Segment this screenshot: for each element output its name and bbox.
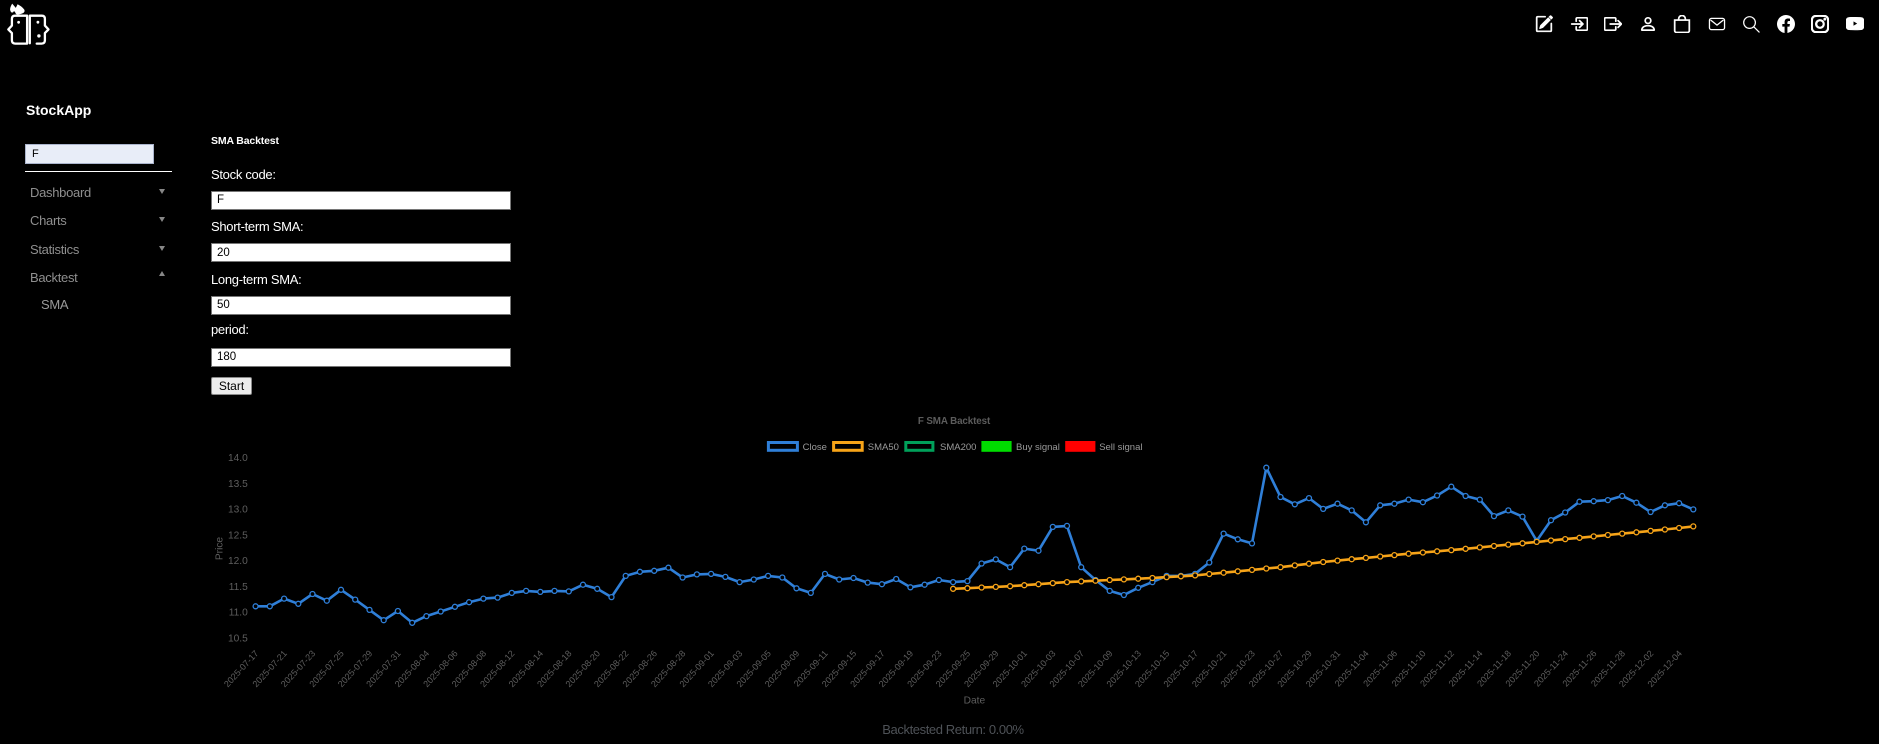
- svg-text:10.5: 10.5: [228, 634, 248, 645]
- svg-text:SMA200: SMA200: [940, 442, 976, 453]
- svg-text:Price: Price: [215, 537, 226, 561]
- svg-text:SMA50: SMA50: [868, 442, 899, 453]
- svg-text:Close: Close: [803, 442, 827, 453]
- svg-text:11.5: 11.5: [229, 582, 248, 593]
- svg-text:Date: Date: [964, 695, 986, 706]
- svg-text:13.0: 13.0: [228, 505, 248, 516]
- svg-text:14.0: 14.0: [228, 453, 248, 464]
- svg-text:Sell signal: Sell signal: [1099, 442, 1142, 453]
- svg-text:F SMA Backtest: F SMA Backtest: [918, 416, 991, 427]
- svg-text:12.5: 12.5: [228, 530, 248, 541]
- svg-text:Buy signal: Buy signal: [1016, 442, 1060, 453]
- svg-text:13.5: 13.5: [228, 479, 248, 490]
- svg-text:12.0: 12.0: [228, 556, 248, 567]
- svg-text:11.0: 11.0: [229, 608, 248, 619]
